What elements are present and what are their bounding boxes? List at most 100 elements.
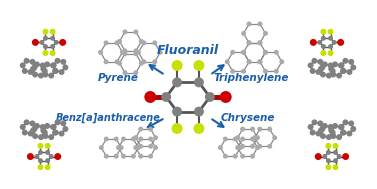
Circle shape (54, 153, 61, 160)
Circle shape (55, 58, 60, 64)
Circle shape (55, 119, 60, 125)
Circle shape (337, 154, 342, 159)
Circle shape (114, 154, 119, 159)
Circle shape (332, 123, 338, 129)
Circle shape (235, 135, 240, 140)
Circle shape (326, 150, 331, 155)
Circle shape (328, 36, 333, 41)
Circle shape (98, 50, 103, 55)
Circle shape (138, 144, 143, 149)
Circle shape (136, 50, 141, 55)
Circle shape (317, 59, 323, 65)
Circle shape (332, 61, 338, 67)
Circle shape (141, 59, 146, 64)
Circle shape (117, 61, 122, 66)
Circle shape (50, 29, 55, 35)
Circle shape (328, 62, 334, 68)
Circle shape (194, 77, 204, 87)
Circle shape (40, 128, 46, 133)
Circle shape (22, 129, 28, 136)
Circle shape (332, 40, 337, 45)
Circle shape (318, 128, 324, 133)
Text: Benz[a]anthracene: Benz[a]anthracene (56, 113, 161, 123)
Circle shape (325, 143, 331, 149)
Circle shape (34, 154, 40, 159)
Circle shape (131, 154, 136, 159)
Circle shape (247, 59, 251, 64)
Circle shape (223, 136, 228, 142)
Circle shape (136, 145, 141, 150)
Circle shape (241, 31, 246, 36)
Circle shape (320, 133, 326, 139)
Circle shape (148, 136, 153, 142)
Circle shape (340, 130, 346, 136)
Circle shape (257, 59, 262, 64)
Circle shape (63, 64, 68, 70)
Circle shape (133, 29, 138, 34)
Circle shape (329, 68, 336, 74)
Circle shape (233, 154, 238, 159)
Text: Chrysene: Chrysene (221, 113, 275, 123)
Circle shape (257, 22, 262, 26)
Circle shape (148, 127, 153, 132)
Circle shape (24, 119, 29, 125)
Circle shape (339, 124, 345, 130)
Circle shape (40, 62, 46, 68)
Circle shape (119, 145, 124, 150)
Circle shape (194, 107, 204, 117)
Circle shape (250, 154, 255, 159)
Circle shape (346, 131, 352, 136)
Circle shape (274, 69, 279, 74)
Circle shape (255, 135, 260, 140)
Circle shape (153, 135, 158, 140)
Circle shape (43, 50, 48, 56)
Circle shape (148, 144, 153, 149)
Circle shape (310, 39, 317, 46)
Circle shape (321, 44, 326, 49)
Circle shape (59, 39, 66, 46)
Circle shape (49, 154, 54, 159)
Circle shape (257, 127, 262, 132)
Circle shape (240, 154, 245, 159)
Circle shape (172, 77, 182, 87)
Circle shape (241, 50, 246, 55)
Circle shape (45, 150, 50, 155)
Circle shape (38, 150, 43, 155)
Circle shape (114, 136, 119, 142)
Circle shape (338, 62, 344, 68)
Circle shape (104, 40, 109, 45)
Circle shape (50, 62, 56, 68)
Circle shape (45, 158, 50, 163)
Circle shape (274, 50, 279, 55)
Circle shape (308, 62, 314, 68)
Circle shape (257, 59, 262, 64)
Circle shape (44, 164, 51, 170)
Circle shape (337, 39, 344, 46)
Circle shape (43, 72, 48, 77)
Circle shape (333, 150, 338, 155)
Circle shape (325, 164, 331, 170)
Circle shape (104, 154, 109, 159)
Circle shape (52, 68, 58, 74)
Circle shape (340, 68, 346, 74)
Circle shape (138, 136, 143, 142)
Circle shape (32, 133, 38, 139)
Circle shape (315, 153, 322, 160)
Circle shape (308, 124, 314, 130)
Circle shape (24, 58, 29, 64)
Circle shape (333, 164, 339, 170)
Circle shape (263, 31, 268, 36)
Circle shape (139, 39, 144, 44)
Circle shape (20, 124, 26, 130)
Circle shape (247, 22, 251, 26)
Circle shape (322, 154, 327, 159)
Circle shape (50, 36, 55, 41)
Circle shape (348, 120, 354, 126)
Circle shape (117, 39, 122, 44)
Circle shape (342, 119, 348, 125)
Circle shape (320, 72, 326, 77)
Circle shape (225, 59, 230, 64)
Circle shape (336, 73, 342, 79)
Circle shape (257, 144, 262, 149)
Circle shape (329, 130, 336, 136)
